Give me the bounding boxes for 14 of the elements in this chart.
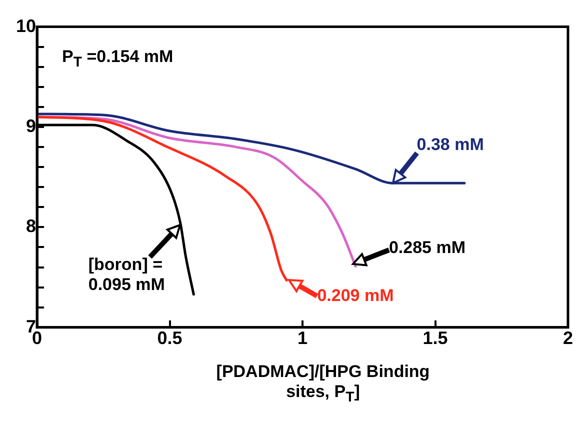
annotation: P$_{T}$ =0.154 mM [62, 46, 174, 70]
x-tick-label: 0.5 [157, 328, 182, 348]
y-tick-label: 8 [26, 216, 36, 236]
y-tick-label: 9 [26, 116, 36, 136]
x-tick-label: 0 [32, 328, 42, 348]
x-tick-label: 2 [562, 328, 573, 348]
annotation: [boron] = 0.095 mM [88, 255, 166, 296]
annotation: 0.285 mM [388, 238, 466, 258]
x-tick-label: 1 [298, 328, 308, 348]
annotation: 0.38 mM [416, 135, 485, 156]
x-axis-title: [PDADMAC]/[HPG Binding sites, P$_{T}$] [215, 362, 431, 406]
annotation: 0.209 mM [317, 286, 395, 306]
y-tick-label: 10 [16, 16, 36, 36]
x-tick-label: 1.5 [422, 328, 448, 348]
